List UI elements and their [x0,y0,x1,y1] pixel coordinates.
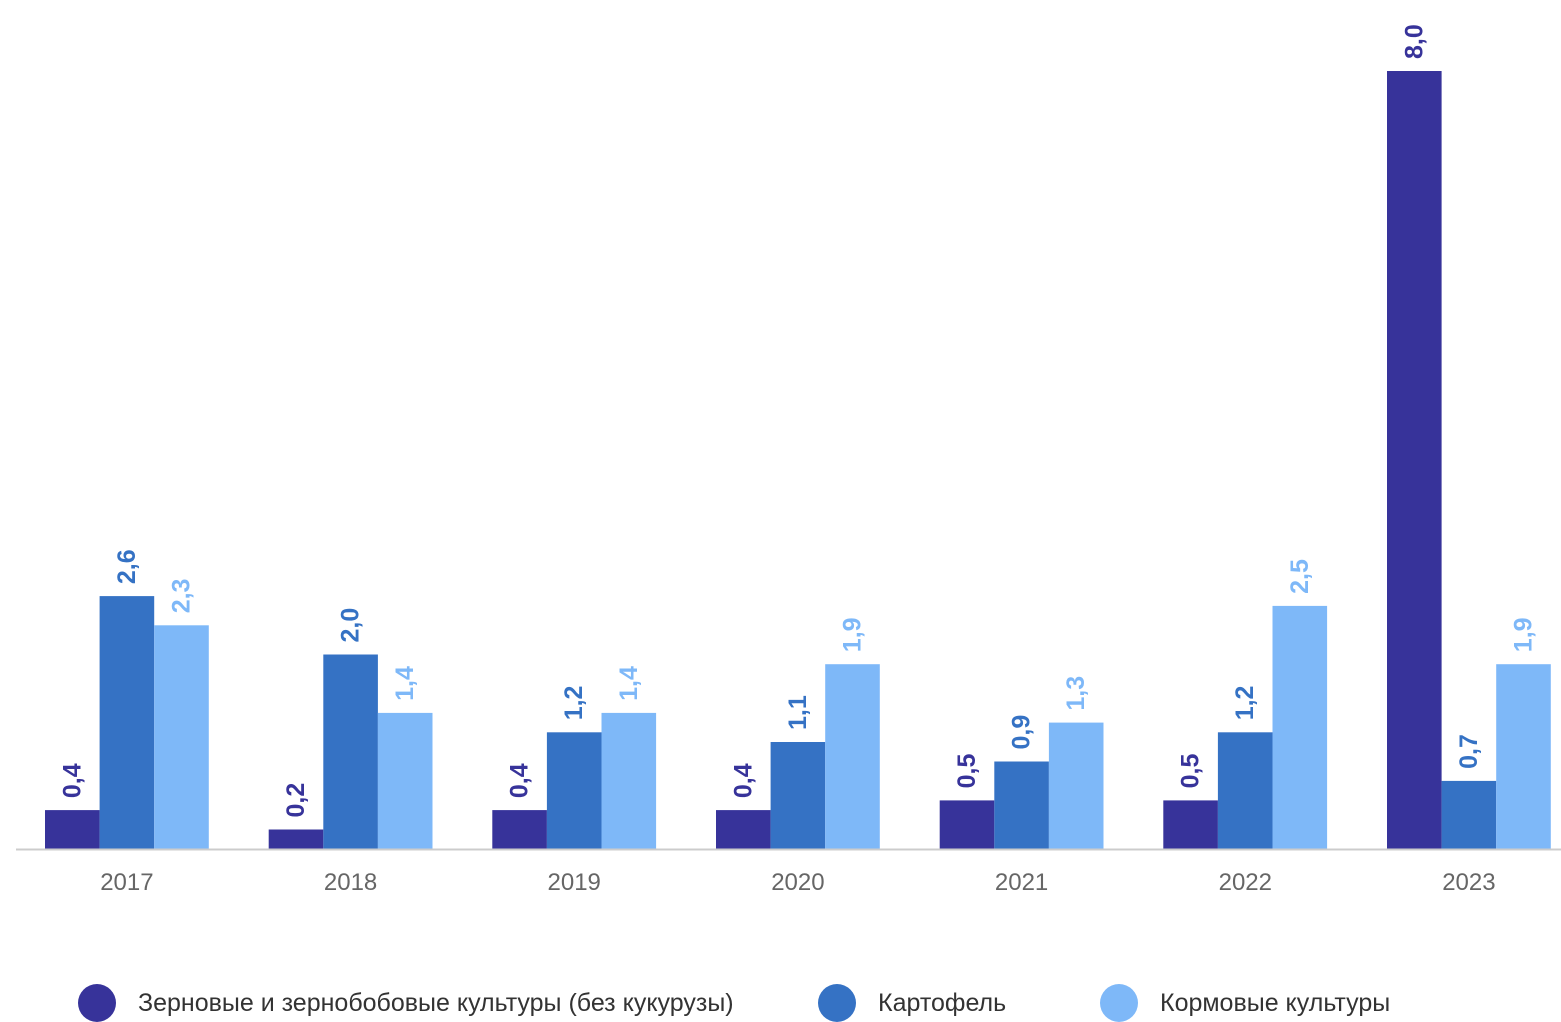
bar-2021-series-3 [1048,722,1104,849]
bar-2019-series-3 [601,712,657,849]
bar-2018-series-3 [377,712,433,849]
bar-2021-series-1 [939,800,995,849]
x-tick-2021: 2021 [995,869,1048,896]
data-label-2019-series-2: 1,2 [560,686,588,721]
legend-swatch [1100,984,1138,1022]
legend-swatch [78,984,116,1022]
legend-label: Кормовые культуры [1160,988,1391,1017]
bar-2017-series-1 [45,810,100,849]
legend-label: Картофель [878,988,1007,1017]
x-tick-labels: 2017 2018 2019 2020 2021 2022 2023 [100,869,1495,896]
bar-2023-series-2 [1441,780,1497,849]
bars-layer [45,71,1551,849]
legend-item-fodder: Кормовые культуры [1100,984,1390,1022]
data-label-2023-series-3: 1,9 [1510,617,1538,652]
bar-chart: 0,4 2,6 2,3 0,2 2,0 1,4 0,4 1,2 1,4 0,4 1,1 1,9 0,5 0… [16,24,1561,896]
bar-2022-series-2 [1217,732,1273,849]
data-label-2020-series-3: 1,9 [839,617,867,652]
data-label-2020-series-2: 1,1 [784,695,812,730]
legend: Зерновые и зернобобовые культуры (без ку… [0,984,1561,1022]
legend-item-potato: Картофель [818,984,1006,1022]
data-label-2021-series-2: 0,9 [1008,715,1036,750]
bar-2017-series-3 [154,625,209,849]
bar-2017-series-2 [99,596,155,849]
bar-2023-series-3 [1496,664,1551,849]
data-label-2018-series-3: 1,4 [391,666,419,701]
bar-2018-series-2 [323,654,378,849]
data-label-2022-series-2: 1,2 [1231,686,1259,721]
data-label-2017-series-1: 0,4 [58,763,86,798]
bar-2020-series-2 [770,742,826,849]
x-tick-2023: 2023 [1442,869,1495,896]
data-label-2023-series-2: 0,7 [1455,734,1483,769]
bar-2019-series-1 [492,810,547,849]
bar-2023-series-1 [1387,71,1442,849]
bar-2018-series-1 [268,829,324,849]
data-label-2019-series-1: 0,4 [506,763,534,798]
data-label-2021-series-1: 0,5 [953,754,981,789]
data-label-2022-series-1: 0,5 [1177,754,1205,789]
data-labels-layer: 0,4 2,6 2,3 0,2 2,0 1,4 0,4 1,2 1,4 0,4 1,1 1,9 0,5 0… [58,24,1537,817]
bar-2020-series-3 [825,664,880,849]
data-label-2017-series-2: 2,6 [113,549,141,584]
data-label-2018-series-1: 0,2 [282,783,310,818]
legend-item-grain: Зерновые и зернобобовые культуры (без ку… [78,984,734,1022]
x-tick-2019: 2019 [548,869,601,896]
x-tick-2022: 2022 [1219,869,1272,896]
legend-swatch [818,984,856,1022]
data-label-2020-series-1: 0,4 [729,763,757,798]
bar-2021-series-2 [994,761,1049,849]
x-tick-2017: 2017 [100,869,153,896]
data-label-2022-series-3: 2,5 [1286,559,1314,594]
bar-2022-series-3 [1272,605,1328,849]
bar-2022-series-1 [1163,800,1218,849]
legend-label: Зерновые и зернобобовые культуры (без ку… [138,988,734,1017]
data-label-2023-series-1: 8,0 [1400,24,1428,59]
bar-2019-series-2 [546,732,602,849]
data-label-2017-series-3: 2,3 [168,579,196,614]
data-label-2018-series-2: 2,0 [337,608,365,643]
x-tick-2018: 2018 [324,869,377,896]
data-label-2019-series-3: 1,4 [615,666,643,701]
bar-2020-series-1 [716,810,771,849]
data-label-2021-series-3: 1,3 [1062,676,1090,711]
x-tick-2020: 2020 [771,869,824,896]
